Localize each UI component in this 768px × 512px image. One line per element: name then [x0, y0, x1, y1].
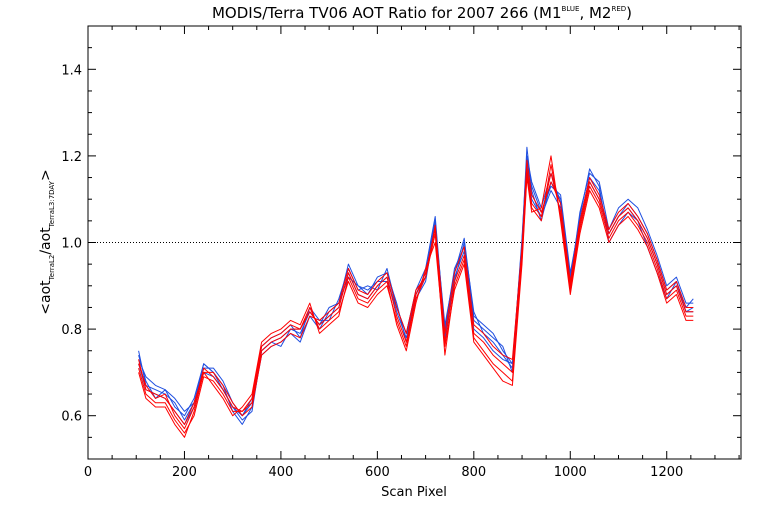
x-tick-label: 0 [84, 465, 92, 480]
x-axis-label: Scan Pixel [381, 485, 447, 500]
ylabel-sub1: TerraL2 [48, 255, 56, 282]
series-line-m2-5 [138, 155, 694, 438]
title-sup-blue: BLUE [562, 5, 580, 13]
series-line-m2-4 [138, 164, 694, 434]
y-tick-label: 1.2 [61, 150, 82, 165]
x-tick-label: 1200 [650, 465, 683, 480]
ylabel-sub2: TerraL3:7DAY [48, 180, 56, 228]
x-tick-label: 200 [172, 465, 197, 480]
title-sup-red: RED [611, 5, 626, 13]
title-main: MODIS/Terra TV06 AOT Ratio for 2007 266 … [212, 4, 562, 22]
y-tick-label: 0.8 [61, 323, 82, 338]
x-tick-label: 800 [461, 465, 486, 480]
ylabel-slash: /aot [38, 227, 54, 255]
axes: 0 200 400 600 800 1000 1200 0.6 0.8 1.0 1.2 1.4 [61, 25, 741, 480]
title-mid: , M2 [579, 4, 611, 22]
series-line-m1-0 [138, 146, 694, 425]
title-end: ) [626, 4, 632, 22]
ylabel-open: <aot [38, 280, 54, 315]
ylabel-close: > [38, 169, 54, 181]
chart-title: MODIS/Terra TV06 AOT Ratio for 2007 266 … [212, 4, 632, 22]
series-line-m2-7 [138, 159, 694, 425]
x-tick-label: 1000 [554, 465, 587, 480]
y-tick-label: 1.0 [61, 237, 82, 252]
y-tick-label: 0.6 [61, 410, 82, 425]
series-lines [138, 146, 694, 438]
y-tick-label: 1.4 [61, 63, 82, 78]
x-tick-label: 400 [268, 465, 293, 480]
series-line-m1-1 [138, 155, 694, 421]
x-tick-label: 600 [365, 465, 390, 480]
y-axis-label: <aotTerraL2/aotTerraL3:7DAY> [38, 169, 56, 314]
